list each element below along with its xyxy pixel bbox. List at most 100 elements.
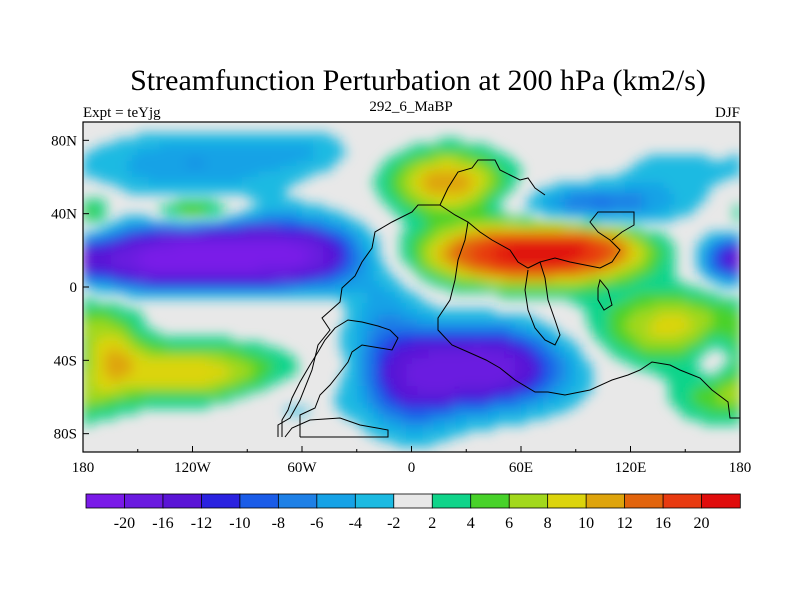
- field-cell: [471, 347, 478, 354]
- field-cell: [104, 364, 111, 371]
- field-cell: [718, 320, 725, 327]
- field-cell: [351, 221, 358, 228]
- field-cell: [416, 193, 424, 200]
- field-cell: [312, 243, 320, 250]
- field-cell: [181, 182, 188, 189]
- field-cell: [285, 232, 292, 239]
- field-cell: [564, 259, 571, 266]
- field-cell: [252, 226, 259, 233]
- field-cell: [455, 320, 462, 327]
- field-cell: [603, 320, 610, 327]
- field-cell: [143, 292, 150, 299]
- field-cell: [460, 149, 467, 156]
- field-cell: [531, 270, 539, 277]
- field-cell: [531, 193, 539, 200]
- field-cell: [416, 155, 424, 162]
- field-cell: [712, 331, 719, 338]
- field-cell: [641, 347, 648, 354]
- field-cell: [663, 215, 670, 222]
- field-cell: [334, 226, 341, 233]
- field-cell: [83, 199, 90, 206]
- field-cell: [630, 232, 637, 239]
- field-cell: [93, 259, 101, 266]
- field-cell: [471, 413, 478, 420]
- field-cell: [723, 402, 730, 409]
- field-cell: [493, 380, 500, 387]
- field-cell: [280, 221, 287, 228]
- field-cell: [373, 353, 380, 360]
- field-cell: [291, 248, 298, 255]
- field-cell: [285, 138, 292, 145]
- field-cell: [734, 336, 740, 343]
- field-cell: [384, 353, 391, 360]
- field-cell: [132, 380, 139, 387]
- field-cell: [83, 298, 90, 305]
- field-cell: [416, 402, 424, 409]
- field-cell: [559, 375, 566, 382]
- field-cell: [668, 375, 675, 382]
- field-cell: [564, 336, 571, 343]
- field-cell: [690, 171, 697, 178]
- field-cell: [225, 248, 232, 255]
- field-cell: [564, 358, 571, 365]
- field-cell: [729, 358, 736, 365]
- field-cell: [663, 303, 670, 310]
- field-cell: [411, 182, 418, 189]
- field-cell: [553, 342, 560, 349]
- field-cell: [203, 243, 210, 250]
- colorbar-swatch: [585, 493, 626, 509]
- field-cell: [575, 364, 582, 371]
- field-cell: [701, 402, 708, 409]
- field-cell: [657, 232, 664, 239]
- field-cell: [526, 226, 533, 233]
- field-cell: [570, 347, 577, 354]
- field-cell: [362, 358, 369, 365]
- field-cell: [482, 182, 489, 189]
- field-cell: [657, 320, 664, 327]
- field-cell: [444, 375, 451, 382]
- field-cell: [482, 155, 489, 162]
- field-cell: [674, 303, 681, 310]
- field-cell: [225, 342, 232, 349]
- field-cell: [400, 419, 407, 426]
- field-cell: [685, 287, 692, 294]
- field-cell: [104, 353, 111, 360]
- field-cell: [219, 160, 226, 167]
- field-cell: [466, 391, 473, 398]
- field-cell: [537, 375, 544, 382]
- field-cell: [553, 226, 560, 233]
- field-cell: [477, 325, 484, 332]
- field-cell: [121, 325, 128, 332]
- field-cell: [679, 193, 686, 200]
- field-cell: [603, 232, 610, 239]
- field-cell: [460, 419, 467, 426]
- field-cell: [712, 259, 719, 266]
- field-cell: [384, 281, 391, 288]
- field-cell: [170, 397, 177, 404]
- field-cell: [159, 342, 166, 349]
- field-cell: [280, 232, 287, 239]
- field-cell: [723, 259, 730, 266]
- field-cell: [208, 232, 215, 239]
- field-cell: [416, 369, 424, 376]
- field-cell: [400, 309, 407, 316]
- field-cell: [236, 347, 243, 354]
- field-cell: [603, 309, 610, 316]
- field-cell: [154, 155, 161, 162]
- field-cell: [132, 270, 139, 277]
- field-cell: [400, 243, 407, 250]
- field-cell: [526, 364, 533, 371]
- field-cell: [674, 386, 681, 393]
- field-cell: [625, 237, 632, 244]
- field-cell: [548, 391, 555, 398]
- field-cell: [83, 309, 90, 316]
- field-cell: [707, 402, 714, 409]
- field-cell: [668, 259, 675, 266]
- field-cell: [323, 144, 330, 151]
- field-cell: [460, 287, 467, 294]
- field-cell: [422, 430, 429, 437]
- field-cell: [521, 276, 528, 283]
- field-cell: [197, 160, 205, 167]
- field-cell: [323, 248, 330, 255]
- field-cell: [482, 160, 489, 167]
